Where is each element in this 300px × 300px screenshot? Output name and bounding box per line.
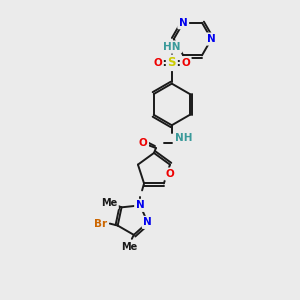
Text: O: O [139, 138, 147, 148]
Text: NH: NH [175, 133, 192, 143]
Text: Me: Me [102, 198, 118, 208]
Text: N: N [179, 18, 188, 28]
Text: S: S [167, 56, 176, 69]
Text: Me: Me [121, 242, 137, 252]
Text: N: N [136, 200, 145, 210]
Text: O: O [166, 169, 174, 179]
Text: HN: HN [163, 42, 181, 52]
Text: N: N [143, 218, 152, 227]
Text: N: N [207, 34, 216, 44]
Text: O: O [154, 58, 162, 68]
Text: O: O [181, 58, 190, 68]
Text: Br: Br [94, 219, 107, 229]
